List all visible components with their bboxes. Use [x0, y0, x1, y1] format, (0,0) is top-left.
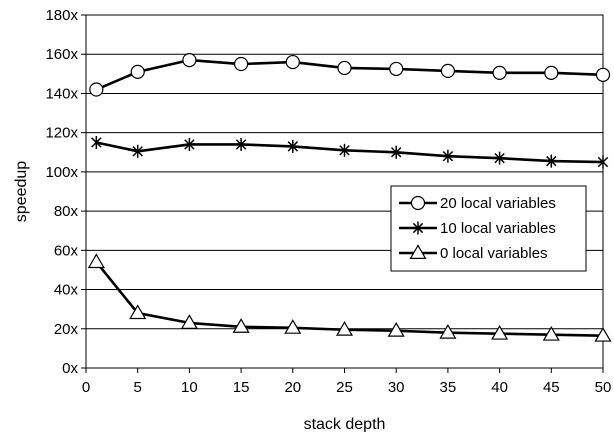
x-tick-label: 5 — [134, 379, 142, 396]
legend-marker — [410, 195, 426, 211]
legend-item-0: 20 local variables — [399, 195, 556, 212]
x-tick-label: 45 — [543, 379, 560, 396]
data-point — [442, 149, 454, 163]
data-point — [597, 155, 609, 169]
x-tick-label: 40 — [491, 379, 508, 396]
gridlines — [86, 53, 603, 330]
data-point — [544, 65, 559, 80]
data-point — [182, 53, 197, 68]
series-2 — [87, 253, 612, 342]
y-tick-label: 80x — [54, 203, 79, 220]
data-point — [335, 321, 354, 336]
legend-marker — [412, 221, 424, 235]
data-point — [542, 325, 560, 341]
x-tick-label: 10 — [181, 379, 198, 396]
data-point — [180, 314, 198, 329]
data-point — [285, 54, 300, 70]
data-point — [491, 324, 509, 340]
y-tick-label: 180x — [45, 7, 78, 24]
x-tick-label: 15 — [233, 379, 250, 396]
data-point — [234, 56, 249, 72]
data-point — [440, 63, 455, 78]
x-tick-label: 50 — [595, 379, 612, 396]
data-point — [129, 304, 147, 320]
series-group — [87, 53, 612, 342]
x-axis-ticks: 0 5 10 15 20 25 30 35 40 45 50 — [82, 368, 612, 396]
y-tick-label: 60x — [54, 242, 79, 259]
y-tick-label: 100x — [45, 164, 78, 181]
data-point — [595, 67, 611, 82]
x-tick-label: 30 — [388, 379, 405, 396]
legend: 20 local variables 10 local variables 0 lo… — [390, 185, 587, 272]
x-axis-title: stack depth — [304, 416, 386, 432]
legend-item-1: 10 local variables — [399, 220, 556, 237]
data-point — [184, 137, 195, 151]
legend-marker — [409, 244, 427, 259]
data-point — [337, 60, 352, 76]
data-point — [339, 143, 350, 157]
x-tick-label: 25 — [336, 379, 353, 396]
data-point — [232, 318, 250, 333]
series-1 — [91, 135, 609, 169]
series-0 — [89, 53, 611, 97]
data-point — [132, 144, 143, 158]
x-tick-label: 0 — [82, 379, 90, 396]
data-point — [389, 61, 404, 77]
y-tick-label: 40x — [54, 282, 79, 299]
data-point — [492, 65, 507, 80]
legend-label: 10 local variables — [440, 220, 556, 237]
y-tick-label: 20x — [54, 321, 79, 338]
data-point — [390, 145, 402, 159]
data-point — [87, 253, 105, 269]
x-tick-label: 35 — [440, 379, 457, 396]
data-point — [130, 64, 145, 79]
y-tick-label: 160x — [45, 46, 78, 63]
data-point — [387, 322, 405, 337]
y-tick-label: 140x — [45, 85, 78, 102]
y-tick-label: 120x — [45, 125, 78, 142]
data-point — [235, 137, 247, 151]
data-point — [494, 151, 505, 165]
legend-label: 20 local variables — [440, 195, 556, 212]
series-line — [96, 141, 604, 164]
y-axis-title: speedup — [13, 161, 30, 222]
data-point — [594, 326, 612, 342]
data-point — [284, 319, 302, 334]
legend-item-2: 0 local variables — [399, 244, 548, 262]
data-point — [546, 154, 557, 168]
y-tick-label: 0x — [62, 360, 78, 377]
series-line — [95, 261, 604, 337]
data-point — [89, 82, 104, 97]
x-tick-label: 20 — [284, 379, 301, 396]
y-axis-ticks: 0x 20x 40x 60x 80x 100x 120x 140x 160x 180x — [45, 7, 86, 377]
data-point — [91, 135, 102, 149]
data-point — [287, 139, 299, 153]
legend-label: 0 local variables — [440, 245, 548, 262]
data-point — [439, 324, 457, 339]
